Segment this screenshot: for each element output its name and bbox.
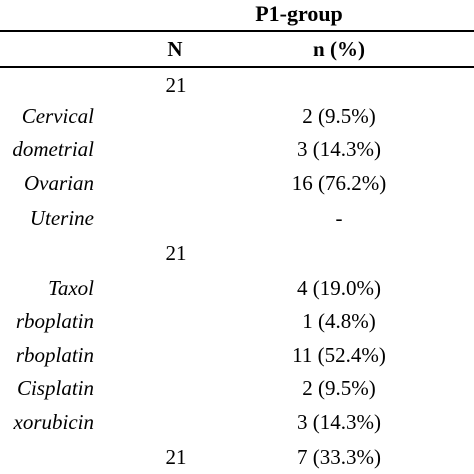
table-row: 21 [0,238,474,269]
group-underline [0,30,474,32]
cell-n-percent: 11 (52.4%) [292,343,386,367]
table-row: xorubicin 3 (14.3%) [0,407,474,438]
header-rule [0,66,474,68]
table-row: Ovarian 16 (76.2%) [0,168,474,199]
table-row: 21 [0,70,474,101]
row-label: rboplatin [15,343,94,367]
group-title: P1-group [255,1,343,26]
table-row: 21 7 (33.3%) [0,442,474,473]
cell-N: 21 [165,241,187,265]
column-header-N: N [167,37,183,61]
row-label: Taxol [48,276,94,300]
cell-n-percent: 3 (14.3%) [297,410,381,434]
cell-n-percent: 4 (19.0%) [297,276,381,300]
row-label: Cervical [21,104,94,128]
row-label: xorubicin [13,410,94,434]
table-row: rboplatin 11 (52.4%) [0,340,474,371]
row-label: dometrial [12,137,94,161]
cell-n-percent: 3 (14.3%) [297,137,381,161]
row-label: rboplatin [15,309,94,333]
cell-N: 21 [165,445,187,469]
cell-n-percent: - [335,206,343,230]
column-header-n-percent: n (%) [313,37,365,61]
table-row: Cervical 2 (9.5%) [0,101,474,132]
cell-n-percent: 1 (4.8%) [302,309,376,333]
table-row: Cisplatin 2 (9.5%) [0,373,474,404]
cell-n-percent: 16 (76.2%) [291,171,387,195]
cell-n-percent: 2 (9.5%) [302,376,376,400]
table-row: Uterine - [0,203,474,234]
table-row: Taxol 4 (19.0%) [0,273,474,304]
row-label: Ovarian [24,171,94,195]
row-label: Uterine [29,206,94,230]
table-row: rboplatin 1 (4.8%) [0,306,474,337]
cell-n-percent: 7 (33.3%) [297,445,381,469]
table-row: dometrial 3 (14.3%) [0,134,474,165]
cell-n-percent: 2 (9.5%) [302,104,376,128]
cell-N: 21 [165,73,187,97]
row-label: Cisplatin [16,376,94,400]
